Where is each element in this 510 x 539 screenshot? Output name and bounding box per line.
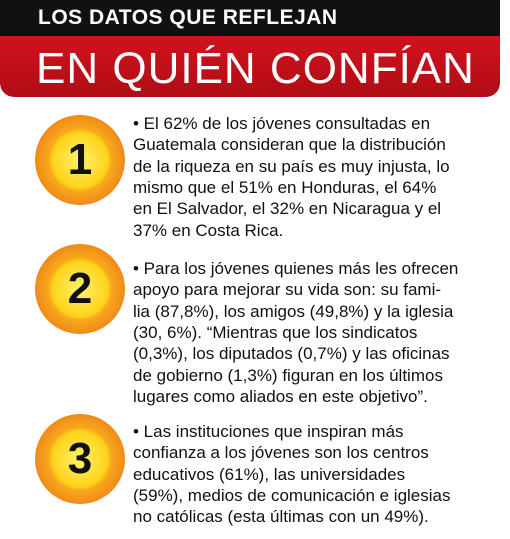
number-badge <box>35 414 125 504</box>
item-number: 1 <box>67 135 93 184</box>
text-line: lugares como aliados en este objetivo”. <box>133 386 428 406</box>
text-line: confianza a los jóvenes son los centros <box>133 443 429 463</box>
text-line: lia (87,8%), los amigos (49,8%) y la igl… <box>133 301 454 321</box>
text-line: de gobierno (1,3%) figuran en los último… <box>133 365 443 385</box>
text-line: (59%), medios de comunicación e iglesias <box>133 485 451 505</box>
badge-circle <box>35 244 125 334</box>
text-line: educativos (61%), las universidades <box>133 464 406 484</box>
text-line: (0,3%), los diputados (0,7%) y las ofici… <box>133 344 450 364</box>
title-band <box>0 36 500 97</box>
text-line: • El 62% de los jóvenes consultadas en <box>133 114 431 133</box>
number-badge <box>35 244 125 334</box>
title: EN QUIÉN CONFÍAN <box>36 44 475 93</box>
kicker: LOS DATOS QUE REFLEJAN <box>38 6 338 29</box>
badge-circle <box>35 414 125 504</box>
text-line: de la riqueza en su país es muy injusta,… <box>133 156 450 176</box>
text-line: apoyo para mejorar su vida son: su fami- <box>133 280 442 300</box>
item-number: 2 <box>67 264 93 313</box>
text-line: 37% en Costa Rica. <box>133 220 284 240</box>
badge-circle <box>35 115 125 205</box>
item-number: 3 <box>67 434 93 483</box>
text-line: (30, 6%). “Mientras que los sindicatos <box>133 322 418 342</box>
number-badge <box>35 115 125 205</box>
text-line: mismo que el 51% en Honduras, el 64% <box>133 177 437 197</box>
text-line: en El Salvador, el 32% en Nicaragua y el <box>133 199 442 219</box>
text-line: • Las instituciones que inspiran más <box>133 422 404 441</box>
text-line: Guatemala consideran que la distribución <box>133 135 446 155</box>
kicker-band <box>0 0 500 36</box>
text-line: no católicas (esta últimas con un 49%). <box>133 507 429 527</box>
text-line: • Para los jóvenes quienes más les ofrec… <box>133 259 459 278</box>
